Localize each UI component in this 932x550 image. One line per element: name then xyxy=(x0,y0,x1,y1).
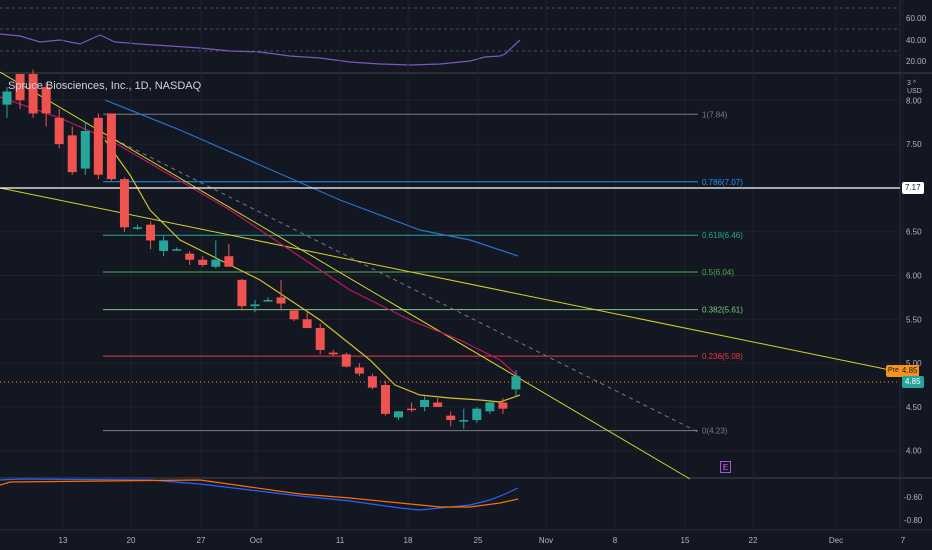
pre-market-tag-label: Pre xyxy=(888,367,899,374)
candle-body[interactable] xyxy=(67,135,77,173)
symbol-title: Spruce Biosciences, Inc., 1D, NASDAQ xyxy=(8,80,202,92)
macd-panel xyxy=(0,479,900,530)
candle-body[interactable] xyxy=(2,91,12,105)
time-tick-label: 22 xyxy=(749,536,758,545)
candle-body[interactable] xyxy=(198,259,208,265)
candle-body[interactable] xyxy=(420,399,430,407)
candle-body[interactable] xyxy=(407,408,417,411)
candle-body[interactable] xyxy=(511,376,521,390)
candle-body[interactable] xyxy=(302,319,312,329)
fib-level-label: 0(4.23) xyxy=(702,427,728,436)
time-tick-label: 11 xyxy=(336,536,345,545)
time-tick-label: 13 xyxy=(59,536,68,545)
fib-level-label: 1(7.84) xyxy=(702,110,728,119)
candle-body[interactable] xyxy=(250,304,260,307)
rsi-tick-label: 40.00 xyxy=(906,36,927,45)
candle-body[interactable] xyxy=(485,402,495,412)
time-tick-label: 8 xyxy=(613,536,618,545)
candle-body[interactable] xyxy=(93,117,103,175)
pre-market-tag: Pre 4.85 xyxy=(886,365,920,377)
fib-level-label: 0.786(7.07) xyxy=(702,178,743,187)
last-price-label: 4.85 xyxy=(902,376,924,388)
pre-market-tag-value: 4.85 xyxy=(901,366,918,375)
earnings-marker[interactable]: E xyxy=(720,461,731,473)
candle-body[interactable] xyxy=(341,354,351,367)
candle-body[interactable] xyxy=(224,256,234,267)
macd-indicator xyxy=(0,478,519,511)
macd-tick-label: -0.60 xyxy=(904,493,923,502)
time-tick-label: Nov xyxy=(539,536,553,545)
candle-body[interactable] xyxy=(315,328,325,350)
time-tick-label: 18 xyxy=(404,536,413,545)
fib-level-label: 0.382(5.61) xyxy=(702,306,743,315)
rsi-panel xyxy=(0,0,900,72)
fib-level-label: 0.5(6.04) xyxy=(702,268,734,277)
time-tick-label: 7 xyxy=(901,536,906,545)
candle-body[interactable] xyxy=(80,130,90,169)
ma-red xyxy=(0,96,521,379)
currency-label: 3 ^ USD xyxy=(907,80,922,96)
candle-body[interactable] xyxy=(394,411,403,418)
candle-body[interactable] xyxy=(380,385,390,414)
price-tick-label: 6.00 xyxy=(906,272,922,281)
candle-body[interactable] xyxy=(211,259,221,267)
rsi-line xyxy=(0,33,521,66)
price-tick-label: 8.00 xyxy=(906,96,922,105)
time-tick-label: 20 xyxy=(127,536,136,545)
price-tick-label: 4.00 xyxy=(906,447,922,456)
price-tick-label: 6.50 xyxy=(906,228,922,237)
rsi-tick-label: 20.00 xyxy=(906,57,927,66)
candle-body[interactable] xyxy=(237,279,247,307)
candle-body[interactable] xyxy=(263,300,273,302)
currency-code: USD xyxy=(907,88,922,95)
rsi-tick-label: 60.00 xyxy=(906,14,927,23)
candle-body[interactable] xyxy=(159,240,169,251)
trend-lines[interactable] xyxy=(0,71,901,480)
time-tick-label: 25 xyxy=(474,536,483,545)
ma-yellow xyxy=(104,139,521,403)
candle-body[interactable] xyxy=(41,87,51,114)
currency-top: 3 ^ xyxy=(907,80,917,87)
candle-body[interactable] xyxy=(433,402,443,407)
candlestick-series[interactable] xyxy=(2,69,521,429)
price-tick-label: 5.50 xyxy=(906,315,922,324)
time-tick-label: 15 xyxy=(681,536,690,545)
time-tick-label: Dec xyxy=(829,536,843,545)
yellow-trend-line-lower xyxy=(0,187,901,373)
price-tick-label: 7.50 xyxy=(906,140,922,149)
price-tick-label: 4.50 xyxy=(906,403,922,412)
horizontal-line-price-label: 7.17 xyxy=(902,182,924,194)
rsi-indicator xyxy=(0,7,900,66)
candle-body[interactable] xyxy=(354,367,364,374)
ma-blue xyxy=(104,99,519,257)
macd-tick-label: -0.80 xyxy=(904,516,923,525)
candle-body[interactable] xyxy=(119,179,129,228)
candle-body[interactable] xyxy=(289,310,299,320)
fib-level-label: 0.236(5.08) xyxy=(702,352,743,361)
macd-signal-orange xyxy=(0,479,519,508)
candle-body[interactable] xyxy=(367,376,377,388)
candle-body[interactable] xyxy=(328,352,338,355)
time-tick-label: Oct xyxy=(250,536,263,545)
candle-body[interactable] xyxy=(15,74,25,101)
candle-body[interactable] xyxy=(498,402,508,409)
candle-body[interactable] xyxy=(146,224,156,241)
candle-body[interactable] xyxy=(28,74,38,114)
candle-body[interactable] xyxy=(54,117,64,145)
candle-body[interactable] xyxy=(172,249,182,251)
candle-body[interactable] xyxy=(472,408,482,421)
fib-level-label: 0.618(6.46) xyxy=(702,231,743,240)
candle-body[interactable] xyxy=(276,297,286,304)
time-tick-label: 27 xyxy=(197,536,206,545)
price-tick-label: 5.00 xyxy=(906,359,922,368)
candle-body[interactable] xyxy=(133,227,142,229)
candle-body[interactable] xyxy=(106,113,116,180)
candle-body[interactable] xyxy=(185,253,195,260)
candle-body[interactable] xyxy=(459,420,469,422)
candle-body[interactable] xyxy=(446,415,456,421)
